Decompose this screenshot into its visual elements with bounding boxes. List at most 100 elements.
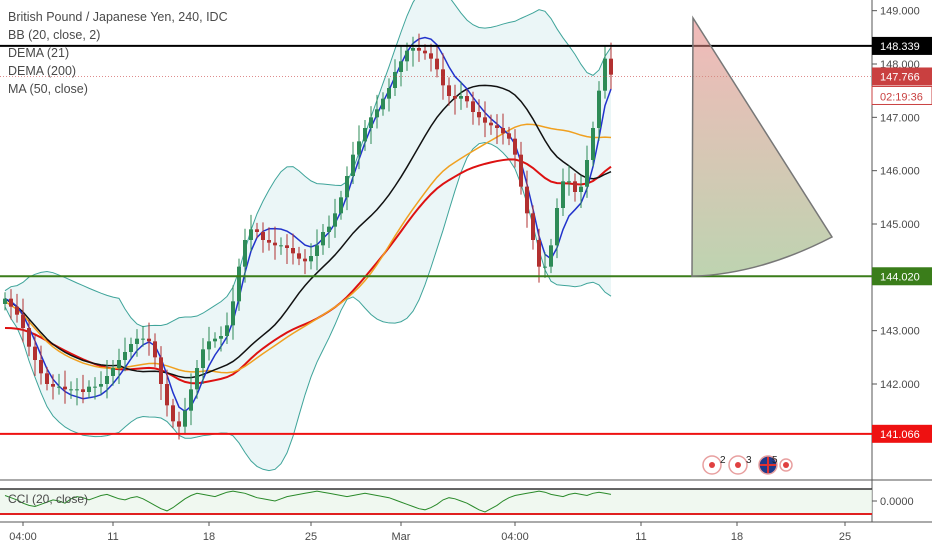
candle-body[interactable] xyxy=(45,373,49,384)
candle-body[interactable] xyxy=(435,58,439,70)
candle-body[interactable] xyxy=(63,386,67,390)
candle-body[interactable] xyxy=(585,160,589,187)
candle-body[interactable] xyxy=(87,386,91,392)
bb-legend[interactable]: BB (20, close, 2) xyxy=(8,28,101,42)
candle-body[interactable] xyxy=(159,357,163,384)
candle-body[interactable] xyxy=(507,133,511,139)
candle-body[interactable] xyxy=(117,360,121,368)
candle-body[interactable] xyxy=(363,128,367,142)
candle-body[interactable] xyxy=(237,266,241,302)
candle-body[interactable] xyxy=(327,226,331,232)
candle-body[interactable] xyxy=(345,176,349,198)
candle-body[interactable] xyxy=(153,341,157,358)
candle-body[interactable] xyxy=(423,50,427,54)
candle-body[interactable] xyxy=(255,229,259,232)
candle-body[interactable] xyxy=(537,240,541,267)
candle-body[interactable] xyxy=(429,53,433,59)
candle-body[interactable] xyxy=(357,141,361,155)
candle-body[interactable] xyxy=(207,341,211,350)
ma50-legend[interactable]: MA (50, close) xyxy=(8,82,88,96)
candle-body[interactable] xyxy=(597,90,601,128)
symbol-title[interactable]: British Pound / Japanese Yen, 240, IDC xyxy=(8,10,228,24)
candle-body[interactable] xyxy=(369,117,373,128)
candle-body[interactable] xyxy=(555,208,559,246)
candle-body[interactable] xyxy=(477,112,481,118)
candle-body[interactable] xyxy=(567,181,571,183)
candle-body[interactable] xyxy=(123,352,127,360)
candle-body[interactable] xyxy=(267,240,271,243)
candle-body[interactable] xyxy=(447,85,451,96)
candle-body[interactable] xyxy=(213,338,217,342)
candle-body[interactable] xyxy=(405,50,409,62)
candle-body[interactable] xyxy=(387,88,391,99)
candle-body[interactable] xyxy=(561,181,565,208)
candle-body[interactable] xyxy=(483,117,487,123)
candle-body[interactable] xyxy=(501,128,505,134)
candle-body[interactable] xyxy=(261,232,265,240)
candle-body[interactable] xyxy=(321,232,325,246)
candle-body[interactable] xyxy=(3,298,7,304)
candle-body[interactable] xyxy=(303,258,307,262)
candle-body[interactable] xyxy=(69,389,73,391)
candle-body[interactable] xyxy=(51,384,55,387)
candle-body[interactable] xyxy=(27,328,31,347)
candle-body[interactable] xyxy=(285,245,289,248)
candle-body[interactable] xyxy=(441,69,445,86)
candle-body[interactable] xyxy=(531,213,535,240)
candle-body[interactable] xyxy=(417,48,421,51)
candle-body[interactable] xyxy=(165,384,169,406)
candle-body[interactable] xyxy=(411,48,415,51)
candle-body[interactable] xyxy=(99,384,103,387)
candle-body[interactable] xyxy=(231,301,235,326)
candle-body[interactable] xyxy=(603,58,607,91)
forecast-triangle[interactable] xyxy=(691,15,834,278)
candle-body[interactable] xyxy=(519,154,523,187)
candle-body[interactable] xyxy=(15,306,19,315)
candle-body[interactable] xyxy=(189,389,193,411)
candle-body[interactable] xyxy=(609,58,613,75)
candle-body[interactable] xyxy=(9,298,13,307)
candle-body[interactable] xyxy=(81,389,85,392)
candle-body[interactable] xyxy=(243,240,247,267)
candle-body[interactable] xyxy=(315,245,319,256)
candle-body[interactable] xyxy=(495,125,499,128)
candle-body[interactable] xyxy=(453,96,457,99)
candle-body[interactable] xyxy=(279,245,283,247)
candle-body[interactable] xyxy=(147,338,151,342)
dema21-legend[interactable]: DEMA (21) xyxy=(8,46,70,60)
candle-body[interactable] xyxy=(105,376,109,384)
candle-body[interactable] xyxy=(573,181,577,192)
candle-body[interactable] xyxy=(339,197,343,214)
candle-body[interactable] xyxy=(297,253,301,259)
candle-body[interactable] xyxy=(111,368,115,376)
candle-body[interactable] xyxy=(489,122,493,126)
candle-body[interactable] xyxy=(471,101,475,112)
candle-body[interactable] xyxy=(591,128,595,160)
candle-body[interactable] xyxy=(129,344,133,352)
candle-body[interactable] xyxy=(135,338,139,344)
candle-body[interactable] xyxy=(219,336,223,339)
dema200-legend[interactable]: DEMA (200) xyxy=(8,64,77,78)
candle-body[interactable] xyxy=(291,248,295,254)
candle-body[interactable] xyxy=(393,72,397,88)
candle-body[interactable] xyxy=(351,154,355,176)
candle-body[interactable] xyxy=(399,61,403,72)
candle-body[interactable] xyxy=(21,314,25,328)
candle-body[interactable] xyxy=(525,186,529,214)
candle-body[interactable] xyxy=(333,213,337,227)
candle-body[interactable] xyxy=(201,349,205,368)
candle-body[interactable] xyxy=(75,389,79,391)
candle-body[interactable] xyxy=(465,96,469,102)
candle-body[interactable] xyxy=(543,266,547,268)
candle-body[interactable] xyxy=(183,410,187,427)
candle-body[interactable] xyxy=(375,109,379,118)
candle-body[interactable] xyxy=(39,360,43,374)
candle-body[interactable] xyxy=(57,386,61,388)
candle-body[interactable] xyxy=(141,338,145,340)
candle-body[interactable] xyxy=(33,346,37,360)
candle-body[interactable] xyxy=(549,245,553,267)
candle-body[interactable] xyxy=(309,256,313,262)
candle-body[interactable] xyxy=(513,138,517,155)
candle-body[interactable] xyxy=(93,386,97,388)
